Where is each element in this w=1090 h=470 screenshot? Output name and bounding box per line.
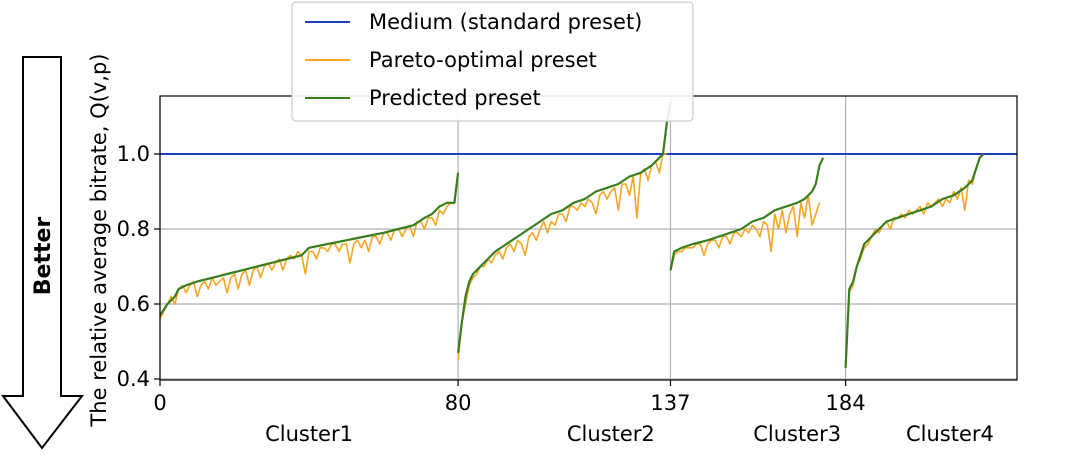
- cluster-label: Cluster1: [265, 422, 353, 446]
- grid: [159, 96, 1017, 380]
- legend-box: [291, 1, 694, 122]
- x-tick-label: 80: [445, 391, 472, 415]
- y-tick-label: 0.4: [117, 367, 150, 391]
- series-line: [159, 202, 455, 320]
- legend: Medium (standard preset) Pareto-optimal p…: [291, 1, 694, 122]
- better-label: Better: [31, 217, 56, 296]
- y-ticks: 0.4 0.6 0.8 1.0: [117, 142, 160, 391]
- series-line: [159, 172, 460, 316]
- legend-label: Medium (standard preset): [369, 10, 642, 34]
- better-arrow: Better: [1, 56, 85, 450]
- series-layer: [159, 101, 1017, 368]
- series-line: [669, 157, 825, 271]
- series-line: [844, 153, 985, 368]
- y-tick-label: 0.8: [117, 217, 150, 241]
- y-tick-label: 0.6: [117, 292, 150, 316]
- y-axis-title: The relative average bitrate, Q(v,p): [87, 53, 111, 427]
- y-tick-label: 1.0: [117, 142, 150, 166]
- x-tick-label: 137: [650, 391, 690, 415]
- legend-label: Predicted preset: [369, 86, 541, 110]
- x-ticks: 0 80 137 184: [153, 380, 866, 415]
- cluster-label: Cluster3: [753, 422, 841, 446]
- series-line: [844, 153, 985, 368]
- cluster-labels: Cluster1 Cluster2 Cluster3 Cluster4: [265, 422, 994, 446]
- series-2: [159, 101, 985, 368]
- cluster-label: Cluster4: [906, 422, 994, 446]
- series-line: [669, 194, 821, 271]
- x-tick-label: 0: [153, 391, 166, 415]
- x-tick-label: 184: [826, 391, 866, 415]
- plot-frame: [159, 95, 1018, 381]
- series-line: [457, 101, 672, 353]
- series-line: [457, 153, 667, 361]
- legend-label: Pareto-optimal preset: [369, 48, 597, 72]
- cluster-label: Cluster2: [567, 422, 655, 446]
